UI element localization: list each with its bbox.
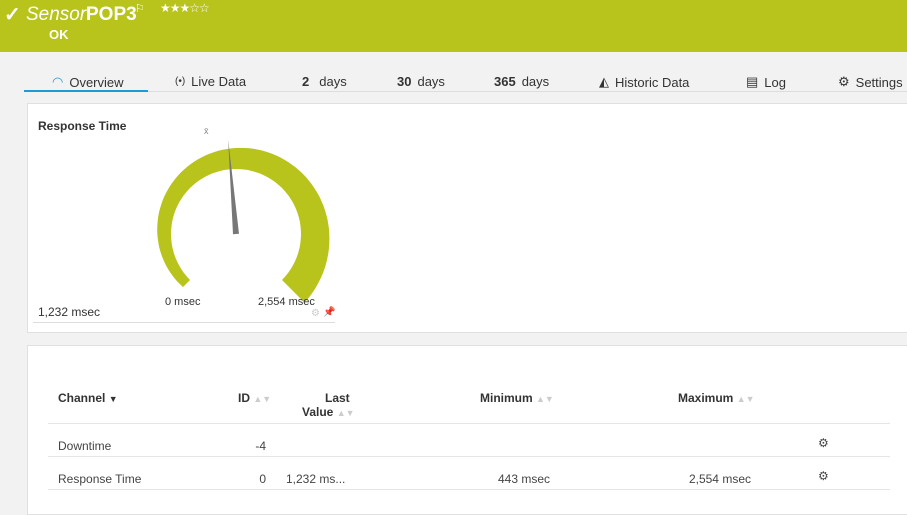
tab-2-days[interactable]: 2 days bbox=[302, 74, 347, 89]
channels-panel bbox=[27, 345, 907, 515]
gauge-panel: Response Time x̄ 0 msec 2,554 msec 1,232… bbox=[27, 103, 907, 333]
gauge-divider bbox=[33, 322, 335, 323]
tab-365-days[interactable]: 365 days bbox=[494, 74, 550, 89]
gauge-min-label: 0 msec bbox=[165, 296, 201, 308]
channel-id: -4 bbox=[255, 439, 266, 453]
gauge-settings-icon[interactable]: ⚙ bbox=[311, 308, 320, 319]
tab-bar: ◠ Overview (•) Live Data 2 days 30 days 365 d… bbox=[0, 60, 907, 94]
col-maximum[interactable]: Maximum ▲▼ bbox=[678, 391, 755, 405]
gauge-icon: ◠ bbox=[52, 74, 64, 89]
gauge-chart: x̄ bbox=[157, 126, 330, 303]
gauge-max-label: 2,554 msec bbox=[258, 296, 315, 308]
channel-settings-icon[interactable]: ⚙ bbox=[818, 436, 829, 450]
priority-stars[interactable]: ★★★☆☆ bbox=[160, 1, 210, 15]
tab-live-data[interactable]: (•) Live Data bbox=[175, 74, 247, 89]
sensor-prefix: Sensor bbox=[26, 4, 87, 25]
tab-log[interactable]: ▤ Log bbox=[746, 74, 786, 90]
broadcast-icon: (•) bbox=[175, 76, 186, 87]
flag-icon[interactable]: ⚐ bbox=[135, 3, 145, 15]
channel-settings-icon[interactable]: ⚙ bbox=[818, 469, 829, 483]
log-icon: ▤ bbox=[746, 74, 759, 89]
col-minimum[interactable]: Minimum ▲▼ bbox=[480, 391, 554, 405]
average-marker: x̄ bbox=[204, 126, 209, 136]
tab-historic-data[interactable]: ◭ Historic Data bbox=[599, 74, 690, 90]
gauge-value: 1,232 msec bbox=[38, 305, 101, 319]
col-id[interactable]: ID ▲▼ bbox=[238, 391, 272, 405]
channel-name[interactable]: Downtime bbox=[58, 439, 112, 453]
minimum-value: 443 msec bbox=[497, 472, 550, 486]
sensor-header: ✓ Sensor POP3 ⚐ ★★★☆☆ OK bbox=[0, 0, 907, 52]
col-last-value[interactable]: Last bbox=[325, 391, 350, 405]
row-divider bbox=[48, 456, 890, 457]
active-tab-indicator bbox=[24, 90, 148, 92]
row-divider bbox=[48, 489, 890, 490]
col-last-value-2[interactable]: Value ▲▼ bbox=[302, 405, 355, 419]
area-chart-icon: ◭ bbox=[599, 74, 609, 89]
gear-icon: ⚙ bbox=[838, 74, 850, 89]
gauge-arc bbox=[157, 147, 330, 303]
last-value: 1,232 ms... bbox=[286, 472, 346, 486]
tab-overview[interactable]: ◠ Overview bbox=[52, 74, 124, 90]
tab-settings[interactable]: ⚙ Settings bbox=[838, 74, 903, 90]
tab-30-days[interactable]: 30 days bbox=[397, 74, 445, 89]
channel-name[interactable]: Response Time bbox=[58, 472, 142, 486]
col-channel[interactable]: Channel ▼ bbox=[58, 391, 118, 405]
channel-id: 0 bbox=[259, 472, 266, 486]
sensor-status: OK bbox=[49, 27, 69, 42]
gauge-needle bbox=[228, 139, 239, 235]
sensor-name: POP3 bbox=[86, 4, 137, 25]
check-icon: ✓ bbox=[4, 4, 21, 26]
maximum-value: 2,554 msec bbox=[688, 472, 751, 486]
gauge-title: Response Time bbox=[38, 119, 127, 133]
pin-icon[interactable]: 📌 bbox=[323, 307, 336, 318]
tab-divider bbox=[148, 91, 907, 92]
header-divider bbox=[48, 423, 890, 424]
